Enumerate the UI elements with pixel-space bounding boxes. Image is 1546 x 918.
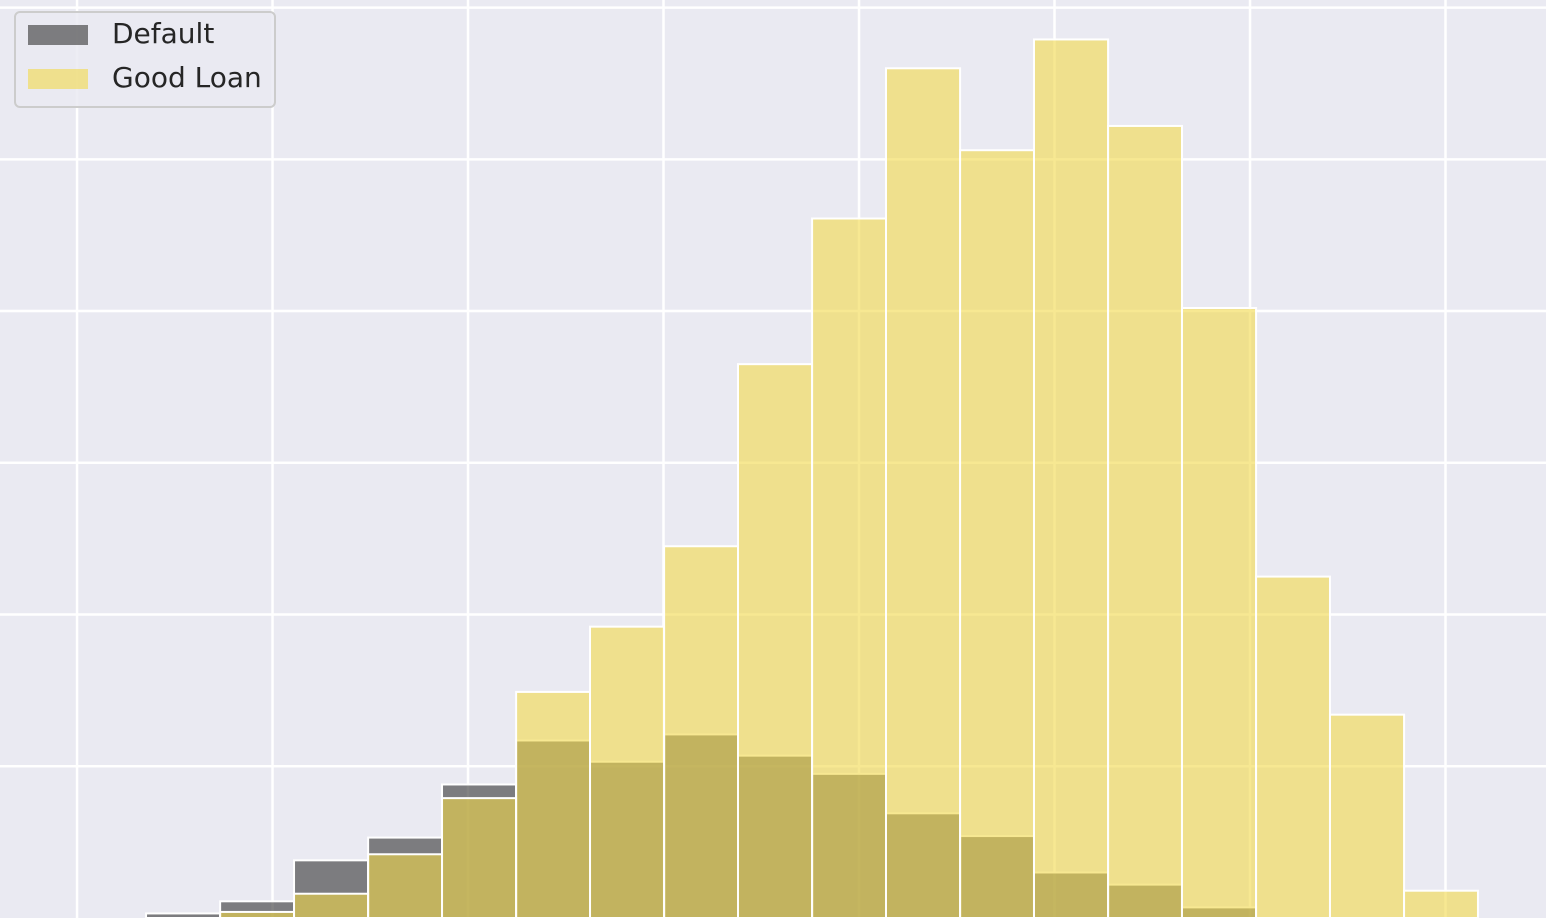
bar (367, 853, 444, 918)
legend-swatch (28, 25, 88, 45)
bar (515, 690, 592, 918)
bar (884, 67, 962, 918)
bar (737, 363, 814, 918)
bar (663, 545, 740, 918)
legend-label: Good Loan (112, 61, 262, 94)
legend-label: Default (112, 17, 214, 50)
bar (1107, 124, 1183, 918)
bar (1180, 307, 1258, 918)
bar (1255, 575, 1331, 918)
legend-swatch (28, 69, 88, 89)
bar (1403, 889, 1479, 918)
bar (219, 910, 296, 918)
bar (1032, 38, 1110, 918)
bar (293, 892, 370, 918)
bar (811, 217, 887, 918)
bar (145, 912, 222, 918)
bar (1328, 713, 1406, 918)
bar (959, 149, 1035, 918)
bar (589, 625, 666, 918)
legend: Default Good Loan (14, 11, 276, 108)
bar (441, 797, 518, 918)
